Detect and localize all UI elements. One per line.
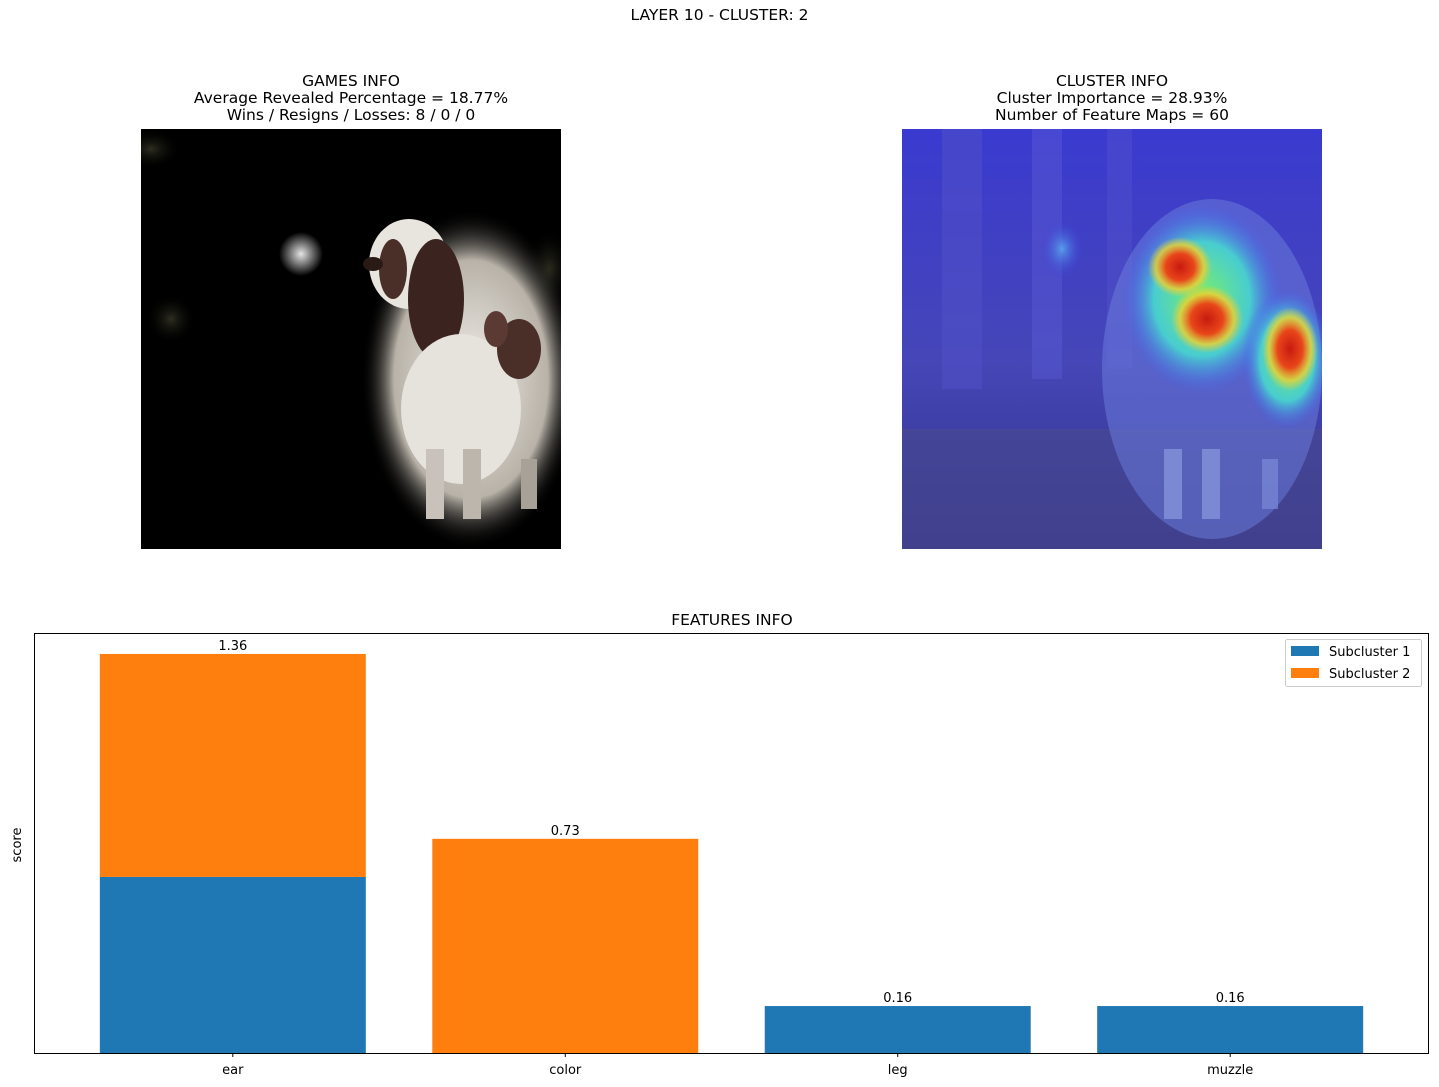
bar-color-subcluster-2: [432, 838, 699, 1053]
chart-title: FEATURES INFO: [671, 611, 793, 629]
bar-leg-subcluster-1: [764, 1006, 1031, 1053]
bar-label-group: 1.36 0.73 0.16 0.16: [218, 639, 1244, 1006]
x-tick-label-leg: leg: [888, 1063, 908, 1078]
games-info-heading: GAMES INFO: [302, 72, 400, 90]
heatmap-drawing: [902, 129, 1322, 549]
bar-total-label-muzzle: 0.16: [1216, 991, 1245, 1006]
x-axis-ticks: ear color leg muzzle: [222, 1053, 1253, 1078]
legend-label-subcluster-1: Subcluster 1: [1329, 645, 1410, 660]
cluster-info-title: CLUSTER INFO Cluster Importance = 28.93%…: [812, 73, 1412, 124]
y-axis-label: score: [10, 828, 25, 863]
legend-label-subcluster-2: Subcluster 2: [1329, 667, 1410, 682]
figure-title: LAYER 10 - CLUSTER: 2: [630, 6, 809, 24]
cluster-info-heading: CLUSTER INFO: [1055, 72, 1169, 90]
bar-ear-subcluster-2: [99, 653, 366, 877]
legend-box: [1285, 639, 1422, 687]
bar-muzzle-subcluster-1: [1097, 1006, 1364, 1053]
legend-swatch-subcluster-1: [1291, 646, 1319, 656]
x-tick-label-color: color: [549, 1063, 582, 1078]
bar-total-label-leg: 0.16: [883, 991, 912, 1006]
average-revealed-percentage: Average Revealed Percentage = 18.77%: [193, 89, 509, 107]
number-of-feature-maps: Number of Feature Maps = 60: [995, 106, 1229, 124]
legend: Subcluster 1 Subcluster 2: [1285, 639, 1422, 687]
x-tick-label-ear: ear: [222, 1063, 244, 1078]
bar-total-label-color: 0.73: [551, 824, 580, 839]
legend-swatch-subcluster-2: [1291, 668, 1319, 678]
masked-dog-drawing: [141, 129, 561, 549]
bar-ear-subcluster-1: [99, 876, 366, 1053]
heatmap-overlay-image: [902, 129, 1322, 549]
cluster-importance: Cluster Importance = 28.93%: [996, 89, 1228, 107]
games-info-title: GAMES INFO Average Revealed Percentage =…: [51, 73, 651, 124]
x-tick-label-muzzle: muzzle: [1207, 1063, 1253, 1078]
bar-group: [99, 653, 1364, 1053]
masked-dog-image: [141, 129, 561, 549]
bar-total-label-ear: 1.36: [218, 639, 247, 654]
wins-resigns-losses: Wins / Resigns / Losses: 8 / 0 / 0: [226, 106, 476, 124]
plot-frame: [34, 633, 1429, 1054]
